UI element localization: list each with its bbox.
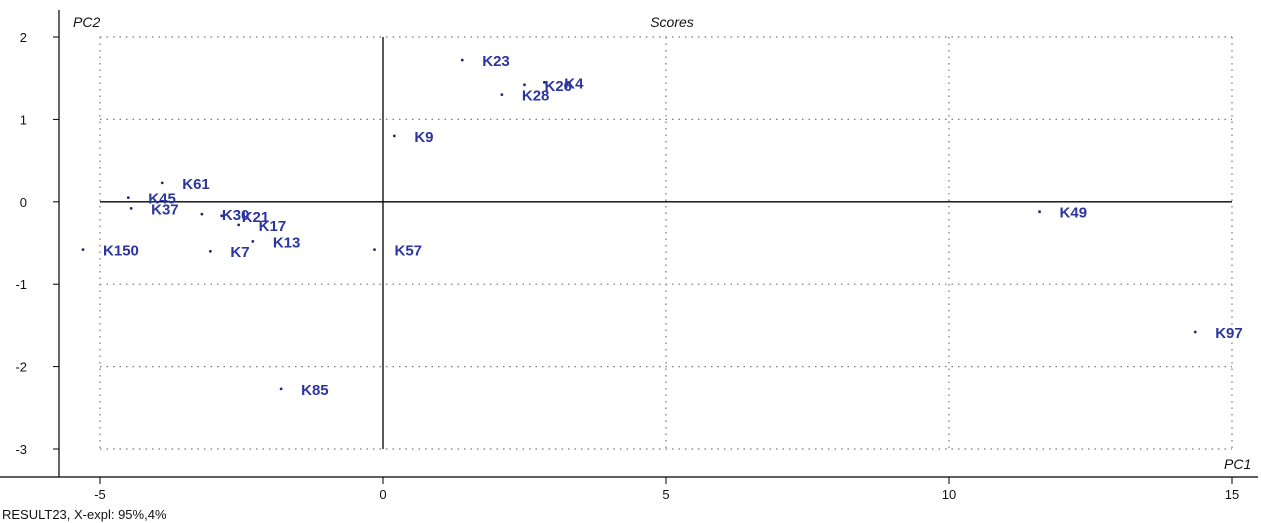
y-tick-label: 1 [20,112,27,127]
x-tick-label: 5 [662,487,669,502]
x-axis-label: PC1 [1224,456,1251,472]
point-label-k57: K57 [395,243,423,260]
y-tick-label: -1 [15,277,27,292]
point-k57 [373,248,376,251]
point-k9 [392,134,396,138]
point-label-k7: K7 [230,244,249,261]
point-label-k17: K17 [259,218,287,235]
y-tick-label: 0 [20,195,27,210]
point-label-k9: K9 [414,129,433,146]
point-k26 [523,83,526,87]
x-tick-label: 0 [379,487,386,502]
y-tick-label: -2 [15,360,27,375]
point-label-k28: K28 [522,88,550,105]
point-k21 [220,214,224,218]
y-tick-label: 2 [20,30,27,45]
point-k61 [160,181,164,185]
point-label-k21: K21 [242,209,270,226]
point-k150 [81,248,85,251]
point-label-k4: K4 [564,75,584,92]
x-tick-label: -5 [94,487,106,502]
point-k85 [279,387,283,391]
footer-result-text: RESULT23, X-expl: 95%,4% [2,507,167,522]
axes-frame [0,10,1258,478]
point-k30 [200,212,204,216]
tick-layer: -3 -2 -1 0 1 2 -5 0 5 10 15 [15,30,1239,502]
point-label-k45: K45 [148,191,176,208]
point-label-k150: K150 [103,243,139,260]
point-k49 [1038,210,1041,214]
point-label-k23: K23 [482,53,510,70]
point-k37 [129,206,133,210]
point-k28 [500,93,504,97]
point-label-k26: K26 [545,78,573,95]
grid-layer [99,36,1233,450]
chart-title: Scores [650,14,694,30]
point-label-k30: K30 [222,207,250,224]
point-label-k13: K13 [273,234,301,251]
point-label-k97: K97 [1215,325,1243,342]
point-label-k49: K49 [1060,205,1088,222]
point-layer [81,58,1197,391]
point-label-k61: K61 [182,176,210,193]
point-k7 [208,249,212,253]
point-k17 [237,223,241,227]
point-k13 [251,239,255,243]
x-tick-label: 10 [942,487,956,502]
point-k97 [1193,330,1197,334]
point-label-k85: K85 [301,382,329,399]
y-axis-label: PC2 [73,14,100,30]
point-k23 [460,58,464,62]
point-k45 [126,196,130,200]
zero-lines [100,37,1232,449]
point-k4 [542,80,546,84]
point-label-k37: K37 [151,201,179,218]
x-tick-label: 15 [1225,487,1239,502]
y-tick-label: -3 [15,442,27,457]
